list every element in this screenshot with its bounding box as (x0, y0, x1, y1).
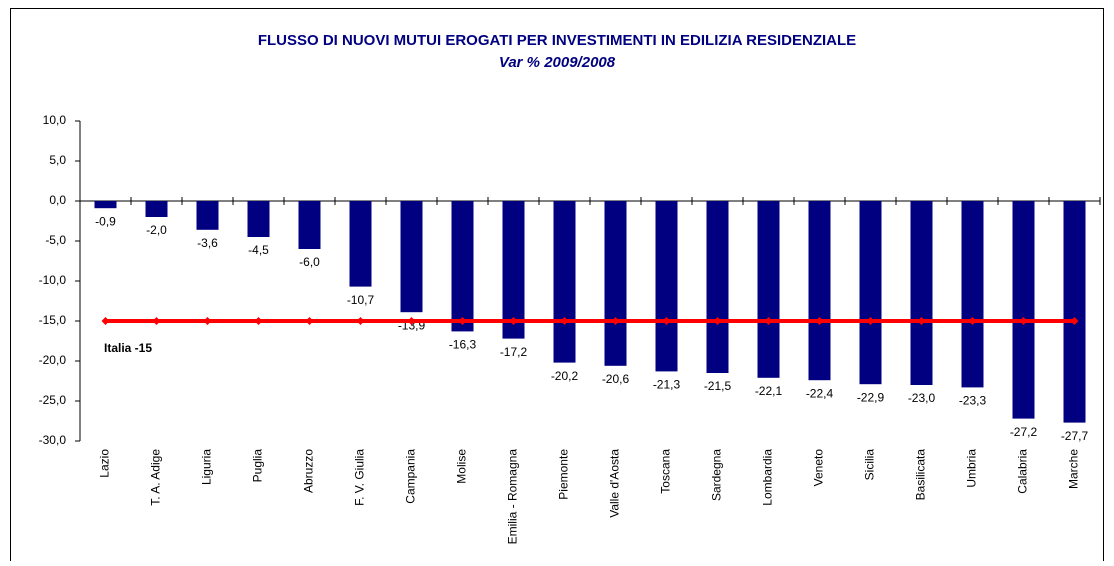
bar (910, 201, 933, 385)
x-tick-label: T. A. Adige (149, 449, 163, 506)
y-tick-label: -25,0 (39, 393, 67, 407)
reference-marker (101, 317, 110, 325)
y-tick-label: -15,0 (39, 313, 67, 327)
data-label: -27,7 (1061, 429, 1089, 443)
bar (757, 201, 780, 378)
x-tick-label: F. V. Giulia (353, 449, 367, 506)
data-label: -17,2 (500, 345, 528, 359)
x-tick-label: Lazio (98, 449, 112, 478)
y-tick-label: 10,0 (43, 113, 67, 127)
x-tick-label: Liguria (200, 449, 214, 485)
data-label: -21,3 (653, 378, 681, 392)
x-tick-label: Calabria (1016, 449, 1030, 494)
bar (604, 201, 627, 366)
bar (706, 201, 729, 373)
reference-marker (356, 317, 365, 325)
bar (196, 201, 219, 230)
reference-marker (458, 317, 467, 325)
x-tick-label: Piemonte (557, 449, 571, 500)
frame (10, 8, 1104, 566)
data-label: -10,7 (347, 293, 375, 307)
x-tick-label: Umbria (965, 449, 979, 488)
reference-marker (509, 317, 518, 325)
bar (400, 201, 423, 313)
reference-marker (611, 317, 620, 325)
y-tick-label: 5,0 (49, 153, 66, 167)
reference-marker (203, 317, 212, 325)
bar (94, 201, 117, 209)
reference-marker (254, 317, 263, 325)
x-tick-label: Campania (404, 449, 418, 504)
reference-marker (560, 317, 569, 325)
x-tick-label: Sicilia (863, 449, 877, 481)
y-tick-label: -20,0 (39, 353, 67, 367)
x-tick-label: Marche (1067, 449, 1081, 489)
data-label: -3,6 (197, 236, 218, 250)
x-tick-label: Sardegna (710, 449, 724, 501)
x-tick-label: Toscana (659, 449, 673, 494)
data-label: -22,9 (857, 390, 885, 404)
reference-marker (815, 317, 824, 325)
data-label: -23,3 (959, 394, 987, 408)
reference-marker (968, 317, 977, 325)
reference-marker (662, 317, 671, 325)
bar (859, 201, 882, 385)
bar (1063, 201, 1086, 423)
reference-marker (866, 317, 875, 325)
chart-title: FLUSSO DI NUOVI MUTUI EROGATI PER INVEST… (258, 32, 856, 49)
bar (1012, 201, 1035, 419)
bar (451, 201, 474, 332)
data-label: -20,2 (551, 369, 579, 383)
bar (349, 201, 372, 287)
x-tick-label: Veneto (812, 449, 826, 487)
data-label: -22,4 (806, 386, 834, 400)
x-tick-label: Molise (455, 449, 469, 484)
data-label: -16,3 (449, 338, 477, 352)
reference-marker (917, 317, 926, 325)
data-label: -23,0 (908, 391, 936, 405)
bar (553, 201, 576, 363)
y-tick-label: -10,0 (39, 273, 67, 287)
reference-marker (764, 317, 773, 325)
x-tick-label: Puglia (251, 449, 265, 483)
bar (502, 201, 525, 339)
data-label: -6,0 (299, 255, 320, 269)
data-label: -4,5 (248, 243, 269, 257)
reference-marker (305, 317, 314, 325)
bar (808, 201, 831, 381)
y-tick-label: -30,0 (39, 433, 67, 447)
y-tick-label: 0,0 (49, 193, 66, 207)
data-label: -20,6 (602, 372, 630, 386)
reference-marker (407, 317, 416, 325)
bar (298, 201, 321, 249)
x-tick-label: Lombardia (761, 449, 775, 506)
data-label: -21,5 (704, 379, 732, 393)
x-tick-label: Emilia - Romagna (506, 449, 520, 545)
reference-marker (1019, 317, 1028, 325)
reference-marker (713, 317, 722, 325)
bar (961, 201, 984, 388)
data-label: -0,9 (95, 214, 116, 228)
bar (145, 201, 168, 217)
data-label: -2,0 (146, 223, 167, 237)
y-tick-label: -5,0 (45, 233, 66, 247)
reference-label: Italia -15 (104, 341, 152, 355)
x-tick-label: Valle d'Aosta (608, 449, 622, 518)
reference-marker (152, 317, 161, 325)
chart-subtitle: Var % 2009/2008 (499, 54, 616, 71)
data-label: -27,2 (1010, 425, 1038, 439)
x-tick-label: Abruzzo (302, 449, 316, 493)
data-label: -22,1 (755, 384, 783, 398)
bar (655, 201, 678, 372)
bar (247, 201, 270, 237)
reference-marker (1070, 317, 1079, 325)
x-tick-label: Basilicata (914, 449, 928, 501)
